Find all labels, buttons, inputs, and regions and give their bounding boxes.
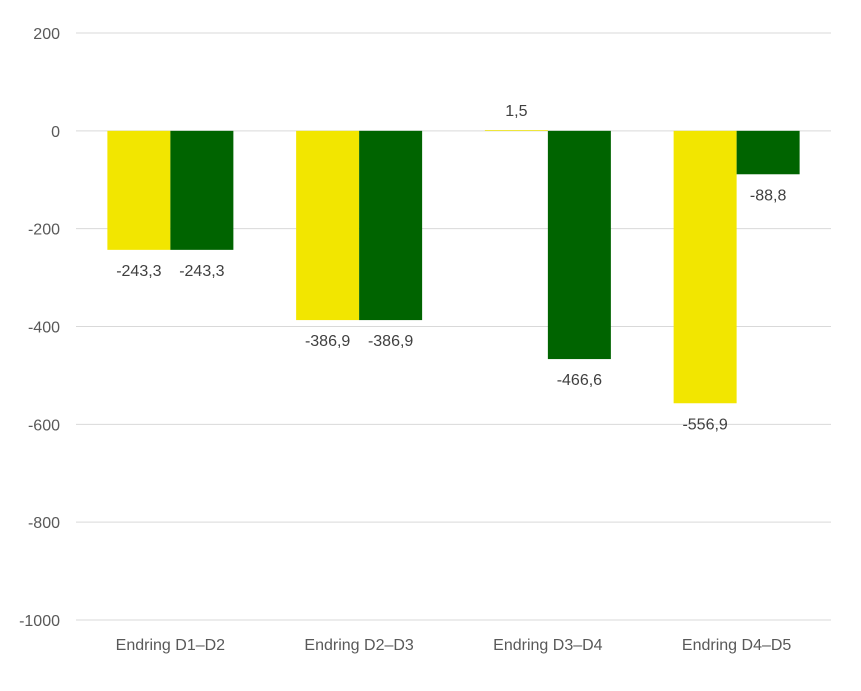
y-tick-label: -400 [28,320,60,337]
bar [170,130,234,250]
data-label: -386,9 [368,333,413,350]
bar [736,130,800,175]
data-labels: -243,3 -243,3 -386,9 -386,9 1,5 -466,6 -556,9 -… [116,103,786,433]
y-tick-label: -800 [28,515,60,532]
bar [547,130,611,360]
data-label: -466,6 [557,372,602,389]
y-tick-label: 200 [33,26,60,43]
data-label: -386,9 [305,333,350,350]
bar [359,130,423,321]
data-label: 1,5 [505,103,527,120]
bars [107,130,800,404]
bar [107,130,171,250]
data-label: -88,8 [750,187,787,204]
bar [296,130,360,321]
category-label: Endring D1–D2 [116,637,226,654]
data-label: -556,9 [682,416,727,433]
y-tick-label: -600 [28,417,60,434]
y-axis-tick-labels: 200 0 -200 -400 -600 -800 -1000 [19,26,60,630]
x-axis-category-labels: Endring D1–D2 Endring D2–D3 Endring D3–D4 E… [116,637,792,654]
category-label: Endring D2–D3 [304,637,414,654]
data-label: -243,3 [179,263,224,280]
y-tick-label: -200 [28,222,60,239]
bar [673,130,737,404]
category-label: Endring D3–D4 [493,637,603,654]
bar [484,130,548,131]
data-label: -243,3 [116,263,161,280]
y-tick-label: 0 [51,124,60,141]
category-label: Endring D4–D5 [682,637,792,654]
y-tick-label: -1000 [19,613,60,630]
